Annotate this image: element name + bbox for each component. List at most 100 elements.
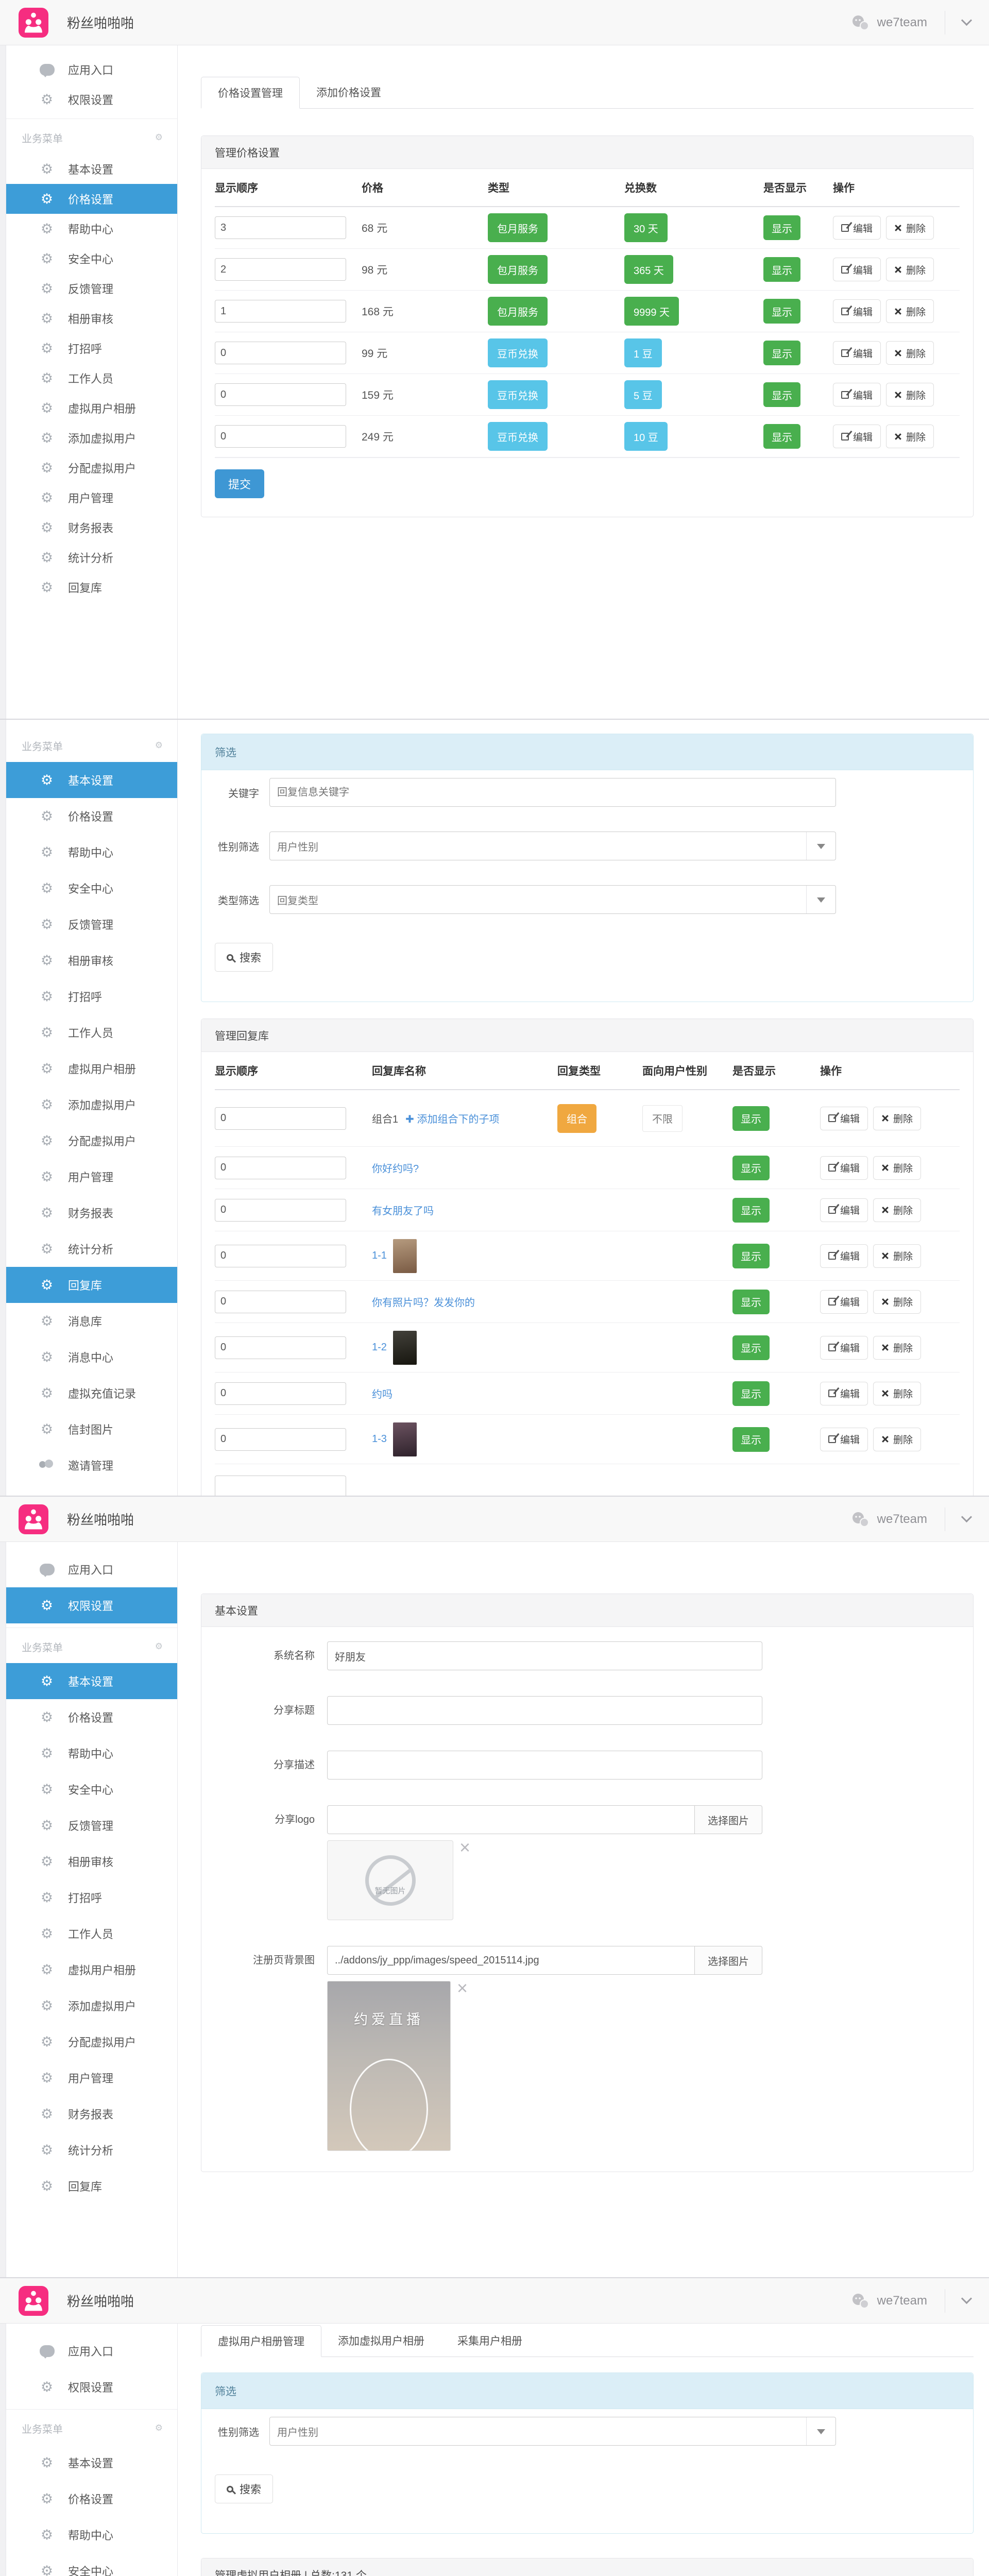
edit-button[interactable]: 编辑 [833, 258, 881, 281]
delete-button[interactable]: 删除 [886, 299, 934, 323]
share-logo-input[interactable] [327, 1805, 694, 1834]
sidebar-menu-item[interactable]: ⚙ 帮助中心 [6, 214, 177, 244]
show-toggle-button[interactable]: 显示 [732, 1197, 770, 1223]
sidebar-menu-item[interactable]: ⚙ 安全中心 [6, 870, 177, 906]
show-toggle-button[interactable]: 显示 [732, 1335, 770, 1360]
delete-button[interactable]: 删除 [873, 1290, 922, 1314]
display-order-input[interactable] [215, 1198, 346, 1222]
chevron-down-icon[interactable] [961, 2293, 973, 2304]
sidebar-menu-item[interactable]: ⚙ 帮助中心 [6, 1735, 177, 1771]
sidebar-menu-item[interactable]: ⚙ 打招呼 [6, 1879, 177, 1916]
user-menu[interactable]: we7team [851, 1507, 973, 1531]
sidebar-menu-item[interactable]: ⚙ 价格设置 [6, 184, 177, 214]
display-order-input[interactable] [215, 300, 346, 323]
delete-button[interactable]: 删除 [886, 258, 934, 281]
sidebar-menu-item[interactable]: ⚙ 回复库 [6, 2168, 177, 2204]
sidebar-menu-item[interactable]: ⚙ 财务报表 [6, 513, 177, 543]
display-order-input[interactable] [215, 258, 346, 281]
show-toggle-button[interactable]: 显示 [763, 341, 800, 365]
reply-name-link[interactable]: 1-3 [372, 1433, 387, 1445]
sidebar-menu-item[interactable]: ⚙ 相册审核 [6, 303, 177, 333]
sidebar-menu-item[interactable]: ⚙ 基本设置 [6, 762, 177, 798]
show-toggle-button[interactable]: 显示 [763, 257, 800, 282]
edit-button[interactable]: 编辑 [820, 1290, 868, 1314]
edit-button[interactable]: 编辑 [833, 383, 881, 406]
tab-add-price[interactable]: 添加价格设置 [316, 87, 381, 99]
register-bg-input[interactable] [327, 1946, 694, 1975]
remove-logo-button[interactable]: × [459, 1837, 471, 1858]
sidebar-menu-item[interactable]: ⚙ 用户管理 [6, 2060, 177, 2096]
display-order-input[interactable] [215, 1428, 346, 1451]
sidebar-menu-item[interactable]: ⚙ 虚拟用户相册 [6, 1050, 177, 1087]
sidebar-menu-item[interactable]: ⚙ 工作人员 [6, 1916, 177, 1952]
search-button[interactable]: 搜索 [215, 2475, 273, 2503]
sidebar-item-app-entry[interactable]: 应用入口 [6, 2333, 177, 2369]
sidebar-menu-item[interactable]: ⚙ 价格设置 [6, 2481, 177, 2517]
show-toggle-button[interactable]: 显示 [763, 215, 800, 240]
edit-button[interactable]: 编辑 [820, 1106, 868, 1130]
share-title-input[interactable] [327, 1696, 762, 1725]
sidebar-menu-item[interactable]: ⚙ 分配虚拟用户 [6, 453, 177, 483]
chevron-down-icon[interactable] [961, 14, 973, 26]
sidebar-item-app-entry[interactable]: 应用入口 [6, 55, 177, 84]
sidebar-menu-item[interactable]: ⚙ 帮助中心 [6, 2517, 177, 2553]
delete-button[interactable]: 删除 [886, 425, 934, 448]
tab-collect-album[interactable]: 采集用户相册 [457, 2335, 522, 2347]
delete-button[interactable]: 删除 [873, 1106, 922, 1130]
submit-button[interactable]: 提交 [215, 469, 265, 498]
add-sub-item-link[interactable]: ✚ 添加组合下的子项 [405, 1114, 500, 1125]
display-order-input[interactable] [215, 1336, 346, 1359]
edit-button[interactable]: 编辑 [820, 1244, 868, 1268]
sidebar-menu-item[interactable]: ⚙ 回复库 [6, 572, 177, 602]
type-select[interactable]: 回复类型 [269, 885, 836, 914]
display-order-input[interactable] [215, 1244, 346, 1267]
keyword-input[interactable] [269, 778, 836, 807]
system-name-input[interactable] [327, 1641, 762, 1670]
sidebar-item-permissions[interactable]: ⚙ 权限设置 [6, 84, 177, 114]
sidebar-menu-item[interactable]: ⚙ 分配虚拟用户 [6, 1123, 177, 1159]
show-toggle-button[interactable]: 显示 [732, 1155, 770, 1180]
display-order-input[interactable] [215, 216, 346, 239]
reply-thumbnail[interactable] [393, 1239, 417, 1273]
delete-button[interactable]: 删除 [873, 1156, 922, 1180]
reply-name-link[interactable]: 1-2 [372, 1342, 387, 1353]
sidebar-menu-item[interactable]: ⚙ 帮助中心 [6, 834, 177, 870]
sidebar-menu-item[interactable]: ⚙ 反馈管理 [6, 274, 177, 303]
user-menu[interactable]: we7team [851, 2289, 973, 2313]
sidebar-menu-item[interactable]: ⚙ 添加虚拟用户 [6, 1988, 177, 2024]
chevron-down-icon[interactable] [961, 1511, 973, 1523]
delete-button[interactable]: 删除 [886, 383, 934, 406]
sidebar-menu-item[interactable]: ⚙ 相册审核 [6, 1843, 177, 1879]
show-toggle-button[interactable]: 显示 [732, 1243, 770, 1268]
delete-button[interactable]: 删除 [886, 341, 934, 365]
sidebar-menu-item[interactable]: ⚙ 用户管理 [6, 1159, 177, 1195]
delete-button[interactable]: 删除 [873, 1335, 922, 1360]
sidebar-menu-item[interactable]: ⚙ 基本设置 [6, 2445, 177, 2481]
sidebar-menu-item[interactable]: ⚙ 添加虚拟用户 [6, 423, 177, 453]
sidebar-item-app-entry[interactable]: 应用入口 [6, 1551, 177, 1587]
show-toggle-button[interactable]: 显示 [732, 1427, 770, 1452]
sidebar-menu-item[interactable]: ⚙ 价格设置 [6, 1699, 177, 1735]
sidebar-menu-item[interactable]: ⚙ 统计分析 [6, 1231, 177, 1267]
sidebar-menu-item[interactable]: ⚙邀请管理 [6, 1447, 177, 1483]
edit-button[interactable]: 编辑 [820, 1381, 868, 1405]
sidebar-menu-item[interactable]: ⚙ 添加虚拟用户 [6, 1087, 177, 1123]
sidebar-menu-item[interactable]: ⚙ 反馈管理 [6, 1807, 177, 1843]
show-toggle-button[interactable]: 显示 [732, 1381, 770, 1406]
sidebar-menu-item[interactable]: ⚙ 财务报表 [6, 2096, 177, 2132]
display-order-input[interactable] [215, 1107, 346, 1130]
delete-button[interactable]: 删除 [873, 1198, 922, 1222]
share-desc-input[interactable] [327, 1751, 762, 1780]
tab-price-management[interactable]: 价格设置管理 [201, 77, 300, 109]
edit-button[interactable]: 编辑 [820, 1156, 868, 1180]
sidebar-menu-item[interactable]: ⚙ 安全中心 [6, 1771, 177, 1807]
display-order-input[interactable] [215, 342, 346, 364]
reply-thumbnail[interactable] [393, 1330, 417, 1365]
show-toggle-button[interactable]: 显示 [763, 424, 800, 449]
sidebar-menu-item[interactable]: ⚙ 分配虚拟用户 [6, 2024, 177, 2060]
display-order-input[interactable] [215, 1290, 346, 1313]
sidebar-menu-item[interactable]: ⚙ 基本设置 [6, 1663, 177, 1699]
sidebar-menu-item[interactable]: ⚙ 财务报表 [6, 1195, 177, 1231]
sidebar-menu-item[interactable]: ⚙ 打招呼 [6, 978, 177, 1014]
sidebar-menu-item[interactable]: ⚙ 虚拟充值记录 [6, 1375, 177, 1411]
